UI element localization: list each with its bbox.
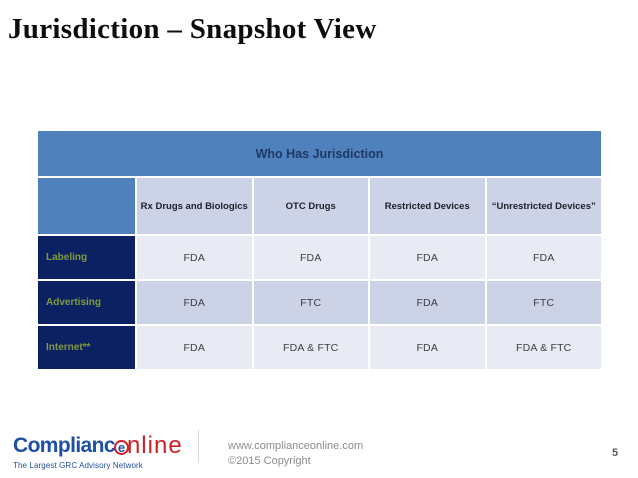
jurisdiction-table: Who Has Jurisdiction Rx Drugs and Biolog… bbox=[38, 131, 601, 369]
table-cell: FDA bbox=[370, 326, 485, 369]
logo-text-compliance: Complianc bbox=[13, 434, 116, 457]
table-cell: FDA bbox=[486, 236, 601, 279]
table-corner-cell bbox=[38, 178, 135, 234]
footer-text: www.complianceonline.com ©2015 Copyright bbox=[228, 439, 363, 468]
table-title: Who Has Jurisdiction bbox=[38, 131, 601, 176]
footer-copyright: ©2015 Copyright bbox=[228, 454, 311, 467]
logo-circled-e-icon: e bbox=[113, 439, 129, 455]
table-cell: FDA bbox=[370, 281, 485, 324]
footer-divider bbox=[198, 430, 199, 463]
logo-wordmark: Complianc e nline bbox=[13, 432, 183, 459]
column-header-unrestricted-devices: “Unrestricted Devices” bbox=[486, 178, 601, 234]
column-header-restricted-devices: Restricted Devices bbox=[370, 178, 485, 234]
table-cell: FDA bbox=[253, 236, 368, 279]
column-header-otc-drugs: OTC Drugs bbox=[253, 178, 368, 234]
table-cell: FDA bbox=[137, 326, 252, 369]
table-cell: FTC bbox=[253, 281, 368, 324]
column-header-rx-drugs: Rx Drugs and Biologics bbox=[137, 178, 252, 234]
logo-tagline: The Largest GRC Advisory Network bbox=[13, 461, 143, 470]
row-label-labeling: Labeling bbox=[38, 236, 135, 279]
complianceonline-logo: Complianc e nline The Largest GRC Adviso… bbox=[13, 432, 183, 470]
table-cell: FTC bbox=[486, 281, 601, 324]
row-label-internet: Internet** bbox=[38, 326, 135, 369]
footer-website: www.complianceonline.com bbox=[228, 440, 364, 452]
table-cell: FDA & FTC bbox=[486, 326, 601, 369]
table-cell: FDA & FTC bbox=[253, 326, 368, 369]
slide-title: Jurisdiction – Snapshot View bbox=[8, 13, 377, 45]
table-cell: FDA bbox=[137, 281, 252, 324]
page-number: 5 bbox=[612, 447, 619, 459]
table-cell: FDA bbox=[370, 236, 485, 279]
table-cell: FDA bbox=[137, 236, 252, 279]
row-label-advertising: Advertising bbox=[38, 281, 135, 324]
logo-text-online: nline bbox=[126, 432, 183, 459]
